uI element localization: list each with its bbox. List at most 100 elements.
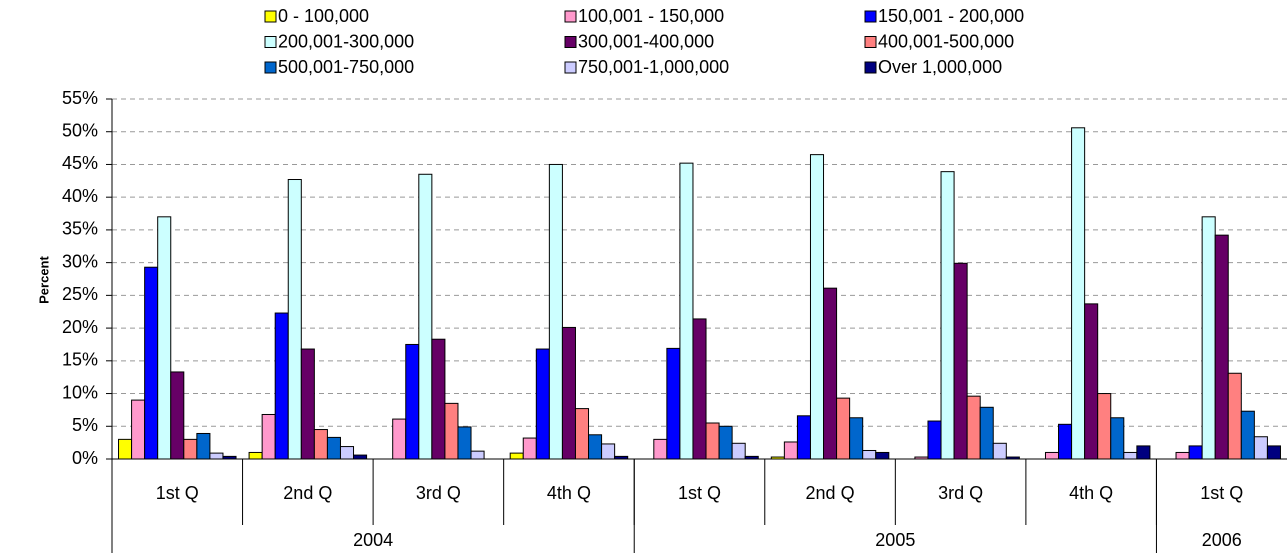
bar [313,429,328,460]
legend-label: 300,001-400,000 [578,31,714,51]
bar [1253,436,1268,460]
bar [392,418,407,460]
bar [679,162,694,460]
y-tick-label: 20% [62,317,98,337]
y-tick-label: 10% [62,382,98,402]
bar [274,312,289,460]
bar [992,442,1007,460]
bar [131,399,146,460]
x-tick-label: 1st Q [678,483,721,503]
bar [470,450,485,460]
bar [1097,393,1112,460]
legend-swatch [264,36,277,48]
bar [862,449,877,460]
legend-swatch [564,61,577,74]
bar [287,179,302,460]
bar [1188,445,1203,460]
bar [705,422,720,460]
bar [405,343,420,460]
bar [809,154,825,460]
bar [1136,445,1151,460]
y-tick-label: 45% [62,153,98,173]
legend-label: Over 1,000,000 [878,57,1002,77]
legend-swatch [864,61,877,74]
x-group-label: 2006 [1202,530,1242,550]
bar [209,452,224,460]
bar [796,415,811,460]
legend-swatch [264,61,277,74]
bar [588,434,603,460]
y-tick-label: 40% [62,186,98,206]
x-tick-label: 3rd Q [416,483,461,503]
bar [522,437,537,460]
bar [953,262,968,460]
legend-label: 500,001-750,000 [278,57,414,77]
y-tick-label: 35% [62,219,98,239]
legend-swatch [264,10,277,23]
bar [1240,410,1255,460]
legend-label: 0 - 100,000 [278,6,369,26]
bar [300,348,315,460]
bar [979,406,994,460]
bar [326,436,341,460]
y-tick-label: 15% [62,350,98,370]
y-tick-label: 5% [72,415,98,435]
bar [1214,234,1229,460]
legend-swatch [864,36,877,48]
x-tick-label: 4th Q [1069,483,1113,503]
bar [666,347,681,460]
bar [653,438,668,460]
bar [561,326,576,460]
bar [261,413,276,460]
bar [535,348,550,460]
legend-label: 100,001 - 150,000 [578,6,724,26]
x-tick-label: 2nd Q [806,483,855,503]
bar [783,441,798,460]
x-tick-label: 1st Q [156,483,199,503]
bar [1044,451,1060,460]
bar [431,338,446,460]
bar [1201,216,1216,460]
bar [1058,423,1073,460]
bar [927,420,942,460]
legend-swatch [564,10,577,23]
bar [144,266,159,460]
legend-label: 400,001-500,000 [878,31,1014,51]
bar [170,371,185,460]
x-tick-label: 4th Q [547,483,591,503]
bar [457,426,472,460]
legend-label: 150,001 - 200,000 [878,6,1024,26]
bar [418,173,433,460]
bar [1175,451,1190,460]
bar [601,443,616,460]
x-group-label: 2005 [875,530,915,550]
bar [1227,372,1242,460]
x-group-label: 2004 [353,530,393,550]
bar [548,163,563,460]
legend-label: 750,001-1,000,000 [578,57,729,77]
bar [940,171,955,460]
x-tick-label: 3rd Q [938,483,983,503]
bar [1084,303,1099,460]
bar [353,454,368,460]
y-tick-label: 50% [62,120,98,140]
bar [444,402,459,460]
bar [118,438,133,460]
bar [849,417,864,460]
bar [339,446,355,460]
y-axis-label: Percent [36,255,51,303]
y-tick-label: 55% [62,88,98,108]
bar [823,287,838,460]
bar [196,432,211,460]
bar [157,216,172,460]
bar [731,442,746,460]
bar [692,318,707,460]
bar [183,438,198,460]
bar [1266,445,1281,460]
y-tick-label: 0% [72,448,98,468]
bar [1071,127,1086,460]
bar [718,425,733,460]
x-tick-label: 1st Q [1200,483,1243,503]
bar [248,451,263,460]
